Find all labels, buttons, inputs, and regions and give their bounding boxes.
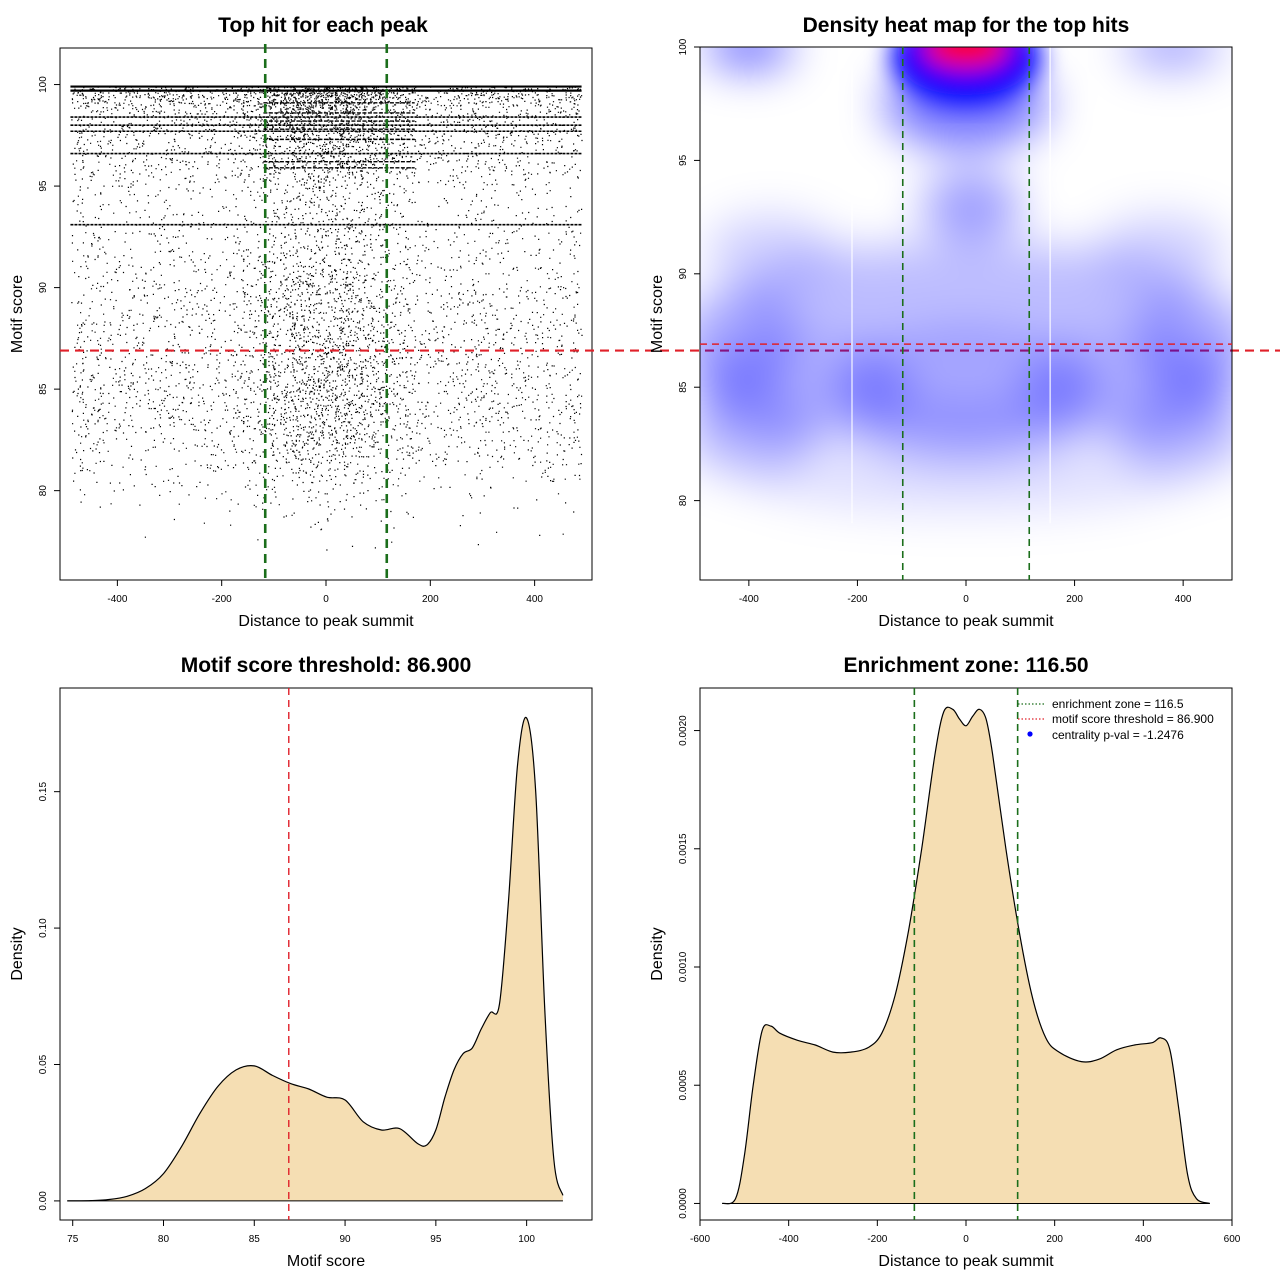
heatmap-blob [705,47,793,70]
distance-density-y-tick-label: 0.0000 [678,1188,689,1219]
scatter-y-label: Motif score [9,275,26,353]
distance-density-y-tick-label: 0.0010 [678,951,689,982]
heatmap-x-tick-label: 400 [1175,594,1192,605]
distance-density-y-ticks: 0.0000 0.0005 0.0010 0.0015 0.0020 [678,715,700,1219]
distance-density-reference-lines [913,688,1019,1220]
heatmap-blob [700,387,814,478]
heatmap-core-blue [891,47,1041,105]
score-density-y-tick-label: 0.05 [38,1054,49,1074]
heatmap-y-tick-label: 90 [678,268,689,280]
heatmap-x-tick-label: 200 [1066,594,1083,605]
scatter-x-tick-label: -200 [212,594,232,605]
score-density-plot-frame [59,687,593,1221]
score-density-curve [67,716,564,1202]
scatter-x-tick-label: 400 [526,594,543,605]
heatmap-x-ticks: -400 -200 0 200 400 [739,580,1192,605]
distance-density-title: Enrichment zone: 116.50 [843,654,1088,677]
scatter-x-tick-label: -400 [107,594,127,605]
score-density-x-tick-label: 75 [67,1234,79,1245]
distance-density-x-label: Distance to peak summit [878,1253,1054,1270]
distance-density-y-label: Density [649,927,666,980]
distance-density-x-tick-label: -200 [867,1234,887,1245]
heatmap-x-label: Distance to peak summit [878,613,1054,630]
heatmap-y-tick-label: 80 [678,495,689,507]
heatmap-blob [922,169,1021,242]
score-density-x-tick-label: 100 [518,1234,535,1245]
heatmap-y-label: Motif score [649,275,666,353]
legend-centrality-swatch [1027,731,1033,737]
heatmap-core [891,47,1041,105]
score-density-x-tick-label: 90 [340,1234,352,1245]
distance-density-legend: enrichment zone = 116.5 motif score thre… [1018,697,1214,742]
heatmap-blob [1123,47,1222,70]
legend-threshold-label: motif score threshold = 86.900 [1052,712,1214,726]
legend-centrality-label: centrality p-val = -1.2476 [1052,728,1184,742]
score-density-y-tick-label: 0.15 [38,782,49,802]
score-density-panel: Motif score threshold: 86.900 75 80 85 90 95… [9,654,593,1270]
heatmap-y-ticks: 80 85 90 95 100 [678,38,700,506]
distance-density-area [722,707,1210,1204]
distance-density-x-ticks: -600 -400 -200 0 200 400 600 [690,1220,1241,1245]
score-density-x-ticks: 75 80 85 90 95 100 [67,1220,535,1245]
distance-density-panel: Enrichment zone: 116.50 -600 -400 -200 0 200… [649,654,1241,1270]
heatmap-blob [1118,387,1232,478]
scatter-y-tick-label: 85 [38,383,49,395]
heatmap-image [700,47,1232,524]
scatter-point-cloud [71,85,583,551]
heatmap-hotspot [924,47,1008,67]
scatter-x-tick-label: 200 [422,594,439,605]
heatmap-x-tick-label: 0 [963,594,969,605]
scatter-y-ticks: 80 85 90 95 100 [38,76,60,496]
scatter-y-tick-label: 90 [38,282,49,294]
distance-density-x-tick-label: -600 [690,1234,710,1245]
heatmap-reference-lines [700,47,1232,580]
score-density-x-tick-label: 80 [158,1234,170,1245]
score-density-area [67,717,563,1201]
distance-density-y-tick-label: 0.0005 [678,1069,689,1100]
distance-density-x-tick-label: 0 [963,1234,969,1245]
distance-density-x-tick-label: 200 [1046,1234,1063,1245]
heatmap-y-tick-label: 95 [678,154,689,166]
distance-density-curve [722,706,1210,1205]
distance-density-x-tick-label: 600 [1224,1234,1241,1245]
scatter-x-ticks: -400 -200 0 200 400 [107,580,543,605]
score-density-area-group [67,716,564,1202]
score-density-y-tick-label: 0.00 [38,1191,49,1211]
scatter-y-tick-label: 100 [38,76,49,93]
distance-density-x-tick-label: 400 [1135,1234,1152,1245]
distance-density-y-tick-label: 0.0020 [678,715,689,746]
scatter-reference-lines [60,44,1280,580]
heatmap-x-tick-label: -200 [847,594,867,605]
score-density-title: Motif score threshold: 86.900 [181,654,472,677]
legend-enrichment-zone-label: enrichment zone = 116.5 [1052,697,1184,711]
score-density-x-label: Motif score [287,1253,365,1270]
scatter-x-label: Distance to peak summit [238,613,414,630]
distance-density-y-tick-label: 0.0015 [678,833,689,864]
score-density-y-label: Density [9,927,26,980]
scatter-panel: Top hit for each peak -400 -200 0 200 400 80… [9,14,1280,630]
scatter-title: Top hit for each peak [218,14,428,37]
scatter-points [70,85,583,551]
heatmap-x-tick-label: -400 [739,594,759,605]
score-density-x-tick-label: 85 [249,1234,261,1245]
distance-density-area-group [722,706,1210,1205]
heatmap-blob [748,441,1184,514]
scatter-y-tick-label: 80 [38,485,49,497]
heatmap-y-tick-label: 100 [678,38,689,55]
scatter-x-tick-label: 0 [323,594,329,605]
scatter-y-tick-label: 95 [38,180,49,192]
distance-density-x-tick-label: -400 [779,1234,799,1245]
heatmap-title: Density heat map for the top hits [803,14,1130,37]
heatmap-y-tick-label: 85 [678,381,689,393]
score-density-y-tick-label: 0.10 [38,918,49,938]
score-density-x-tick-label: 95 [430,1234,442,1245]
score-density-y-ticks: 0.00 0.05 0.10 0.15 [38,782,60,1211]
heatmap-panel: Density heat map for the top hits -400 -2… [649,14,1233,630]
